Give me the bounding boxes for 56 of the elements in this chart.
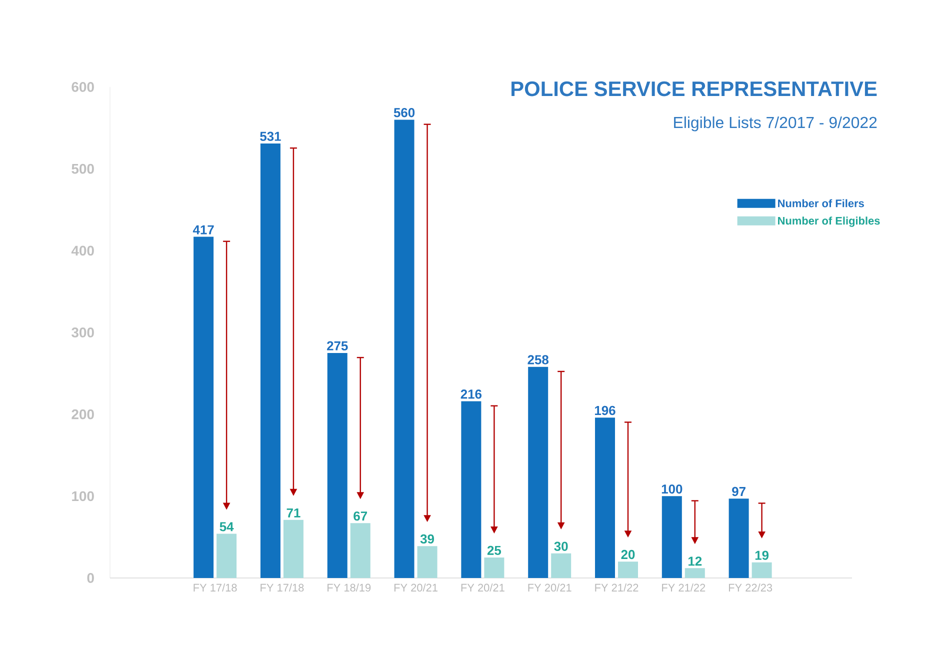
bar [283,520,304,578]
bar [260,143,280,578]
bar [461,401,482,578]
bar [662,496,682,578]
x-tick-label: FY 22/23 [728,584,772,592]
data-label: 12 [688,556,702,566]
y-tick-label: 500 [72,164,94,174]
text: Eligible Lists 7/2017 - 9/2022 [674,116,877,132]
data-label: 25 [487,546,502,556]
x-tick-label: FY 21/22 [662,584,706,592]
y-tick-label: 600 [72,82,94,92]
data-label: 258 [528,355,548,364]
x-tick-label: FY 20/21 [528,584,572,592]
x-tick-label: FY 17/18 [260,584,304,592]
data-label: 39 [420,534,434,544]
y-tick-label: 100 [72,491,94,502]
x-tick-label: FY 17/18 [194,584,237,592]
bar [350,523,370,578]
legend-label: Number of Filers [778,199,864,208]
chart-title: POLICE SERVICE REPRESENTATIVE [512,81,877,96]
x-tick-label: FY 20/21 [394,584,438,592]
data-label: 71 [286,508,300,518]
bar [194,236,214,578]
data-label: 216 [460,390,482,399]
data-label: 97 [732,486,746,496]
data-label: 20 [621,550,635,560]
bar [551,553,572,578]
data-label: 196 [595,406,616,416]
data-label: 67 [354,511,368,521]
data-label: 417 [192,225,214,234]
bar [728,498,749,578]
data-label: 275 [327,341,348,350]
y-tick-label: 200 [72,409,94,420]
bar [595,418,615,578]
data-label: 54 [220,522,234,532]
y-tick-label: 0 [87,573,94,583]
bar [752,562,772,578]
data-label: 30 [554,542,568,551]
x-tick-label: FY 20/21 [461,584,504,592]
x-tick-label: FY 21/22 [595,584,638,592]
bar [528,366,548,578]
bar [618,562,638,578]
x-tick-label: FY 18/19 [328,584,371,592]
bar [684,568,705,578]
bar [216,534,237,578]
data-label: 560 [394,108,415,118]
bar [394,120,414,578]
legend-label: Number of Eligibles [778,216,880,227]
bar [484,558,504,578]
bar [417,546,438,578]
data-label: 531 [260,132,281,141]
y-tick-label: 300 [72,328,94,338]
data-label: 19 [755,550,769,560]
y-tick-label: 400 [71,246,94,256]
bar [327,352,348,578]
data-label: 100 [662,484,682,494]
